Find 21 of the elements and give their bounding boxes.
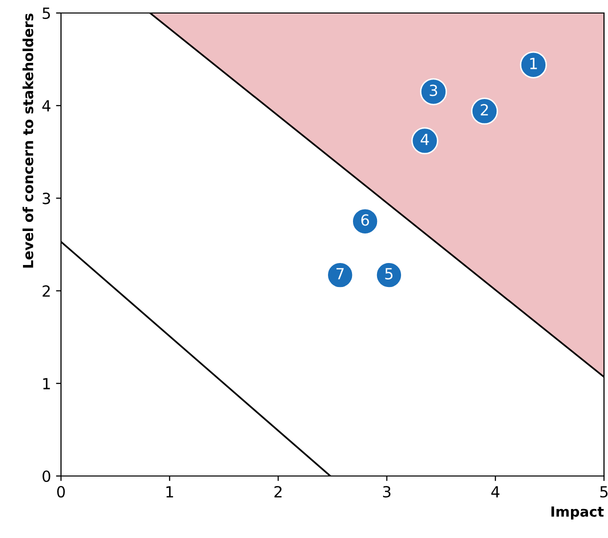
annotation: 5 (385, 268, 392, 280)
y-tick-label: 1 (43, 378, 50, 390)
annotation: 4 (420, 134, 429, 146)
x-tick-label: 0 (57, 486, 65, 498)
annotation: 7 (336, 268, 344, 280)
x-tick-label: 2 (274, 486, 282, 498)
y-tick-label: 4 (42, 100, 50, 112)
y-tick-label: 2 (42, 285, 50, 297)
annotation: 3 (430, 84, 438, 96)
y-tick-label: 0 (42, 470, 50, 482)
x-tick-label: 1 (166, 486, 174, 498)
y-tick-label: 5 (42, 8, 50, 20)
annotation: 6 (361, 214, 369, 226)
y-tick-label: 3 (42, 192, 50, 204)
x-tick-label: 5 (600, 486, 608, 498)
annotation: 2 (480, 104, 488, 116)
x-tick-label: 4 (491, 486, 500, 498)
x-tick-label: 3 (383, 486, 390, 498)
y-axis-title: Level of concern to stakeholders (22, 14, 34, 268)
x-axis-title: Impact (551, 506, 604, 520)
annotation: 1 (530, 58, 537, 70)
